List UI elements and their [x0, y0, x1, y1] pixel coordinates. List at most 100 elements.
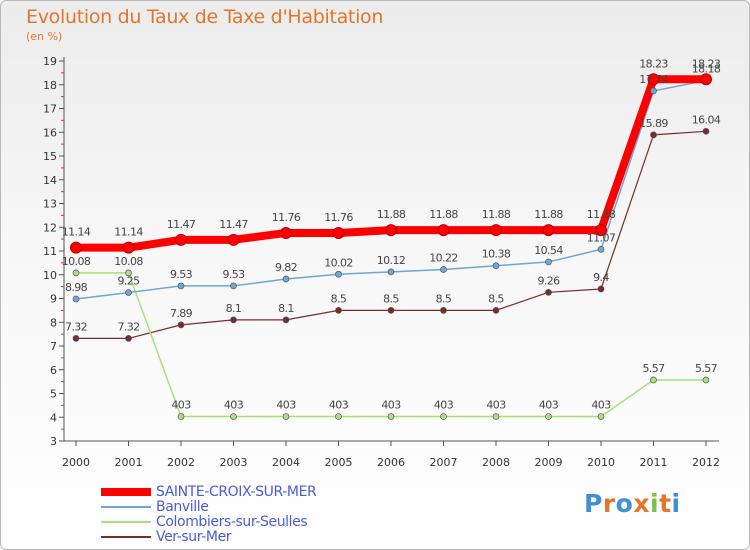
y-axis-tick-label: 8 — [50, 316, 57, 329]
chart-subtitle: (en %) — [26, 30, 63, 43]
data-point — [702, 127, 710, 135]
data-label: 9.53 — [222, 268, 245, 281]
data-point — [282, 275, 290, 283]
data-point — [545, 413, 552, 420]
data-point — [650, 376, 657, 384]
data-label: 11.47 — [219, 218, 248, 231]
logo-letter: t — [659, 489, 672, 518]
x-axis-tick-label: 2011 — [640, 456, 668, 469]
y-axis-tick-label: 14 — [43, 174, 57, 187]
data-label: 16.04 — [692, 113, 721, 126]
legend-swatch — [101, 536, 151, 538]
data-label: 15.89 — [639, 117, 668, 130]
data-point — [440, 413, 447, 420]
data-label: 403 — [539, 399, 559, 412]
x-axis-tick-label: 2012 — [692, 456, 720, 469]
data-point — [72, 335, 80, 342]
data-label: 11.07 — [587, 231, 616, 244]
data-point — [647, 73, 660, 86]
data-label: 7.32 — [65, 320, 87, 333]
y-axis-tick-label: 11 — [43, 245, 57, 258]
data-label: 8.5 — [331, 292, 347, 305]
data-point — [335, 270, 342, 278]
y-axis-tick-label: 16 — [43, 126, 57, 139]
data-point — [125, 289, 132, 296]
y-axis-tick-label: 3 — [50, 435, 57, 448]
data-point — [70, 241, 82, 254]
x-axis-tick-label: 2003 — [220, 456, 248, 469]
data-point — [595, 224, 607, 237]
data-label: 11.14 — [62, 226, 91, 239]
data-label: 8.5 — [488, 292, 504, 305]
data-label: 8.98 — [65, 281, 88, 294]
legend-label: Ver-sur-Mer — [156, 529, 232, 545]
data-label: 5.57 — [642, 362, 665, 375]
data-point — [700, 73, 712, 86]
data-point — [387, 268, 395, 276]
data-label: 18.23 — [692, 57, 721, 70]
chart-data-points — [70, 73, 712, 420]
data-point — [125, 335, 132, 342]
x-axis-tick-label: 2010 — [587, 456, 615, 469]
y-axis-tick-label: 5 — [50, 388, 57, 401]
data-label: 11.88 — [534, 208, 563, 221]
data-point — [335, 413, 342, 420]
legend-swatch — [101, 506, 151, 508]
y-axis-tick-label: 19 — [43, 55, 57, 68]
data-point — [177, 321, 185, 329]
data-point — [597, 245, 605, 253]
legend-swatch — [101, 521, 151, 523]
data-point — [492, 262, 500, 270]
data-label: 5.57 — [695, 362, 718, 375]
data-label: 10.54 — [534, 244, 563, 257]
data-point — [332, 226, 345, 239]
legend-label: Banville — [156, 499, 209, 515]
legend-label: Colombiers-sur-Seulles — [156, 514, 308, 530]
data-label: 11.76 — [272, 211, 301, 224]
data-label: 8.1 — [278, 302, 294, 315]
data-label: 9.53 — [170, 268, 193, 281]
data-label: 10.12 — [377, 254, 406, 267]
data-point — [702, 376, 710, 384]
data-point — [282, 413, 290, 420]
data-point — [122, 241, 135, 254]
data-point — [385, 224, 397, 237]
data-label: 9.25 — [117, 275, 140, 288]
data-label: 403 — [329, 399, 349, 412]
y-axis-tick-label: 17 — [43, 103, 57, 116]
legend-swatch — [101, 488, 151, 496]
data-point — [72, 269, 80, 277]
x-axis-tick-label: 2009 — [535, 456, 563, 469]
y-axis-tick-label: 12 — [43, 221, 57, 234]
data-label: 11.14 — [114, 226, 143, 239]
data-label: 9.4 — [593, 271, 609, 284]
x-axis-tick-label: 2007 — [430, 456, 458, 469]
data-label: 7.32 — [117, 320, 139, 333]
data-label: 9.26 — [537, 274, 560, 287]
data-point — [650, 131, 657, 139]
data-label: 11.47 — [167, 218, 196, 231]
data-label: 10.08 — [62, 255, 91, 268]
data-point — [545, 288, 552, 296]
data-label: 18.18 — [692, 62, 721, 75]
data-point — [125, 269, 132, 277]
data-label: 11.88 — [377, 208, 406, 221]
x-axis-tick-label: 2002 — [167, 456, 195, 469]
data-point — [230, 282, 237, 290]
data-point — [280, 226, 292, 239]
data-label: 403 — [486, 399, 506, 412]
data-point — [335, 307, 342, 314]
data-point — [545, 258, 552, 266]
x-axis-tick-label: 2008 — [482, 456, 510, 469]
data-point — [230, 316, 237, 324]
data-label: 403 — [276, 399, 296, 412]
data-point — [490, 224, 502, 237]
data-point — [597, 285, 605, 293]
data-point — [437, 224, 450, 237]
chart-data-labels: 11.14 11.14 11.47 11.47 11.76 11.76 11.88 11.88… — [62, 57, 722, 412]
y-axis-tick-label: 13 — [43, 198, 57, 211]
data-point — [177, 282, 185, 290]
logo-letter: o — [615, 489, 634, 518]
data-point — [492, 413, 500, 420]
